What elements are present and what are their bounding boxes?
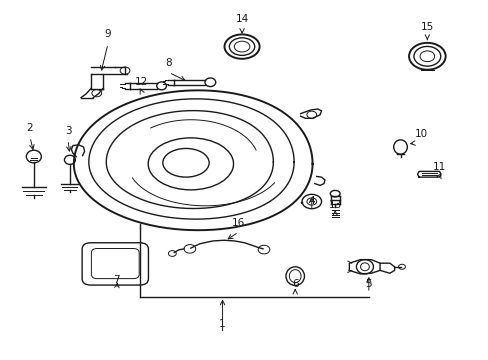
- Text: 6: 6: [291, 279, 298, 289]
- Text: 11: 11: [432, 162, 445, 172]
- Text: 12: 12: [134, 77, 147, 87]
- Text: 9: 9: [104, 30, 111, 40]
- Text: 3: 3: [64, 126, 71, 135]
- Text: 1: 1: [219, 319, 225, 329]
- Text: 14: 14: [235, 14, 248, 24]
- Text: 2: 2: [26, 123, 33, 133]
- Text: 4: 4: [308, 196, 314, 206]
- Text: 5: 5: [365, 279, 371, 289]
- Text: 10: 10: [414, 129, 427, 139]
- Text: 13: 13: [328, 200, 341, 210]
- Text: 8: 8: [165, 58, 172, 68]
- Text: 15: 15: [420, 22, 433, 32]
- Text: 16: 16: [231, 218, 245, 228]
- Text: 7: 7: [113, 275, 120, 285]
